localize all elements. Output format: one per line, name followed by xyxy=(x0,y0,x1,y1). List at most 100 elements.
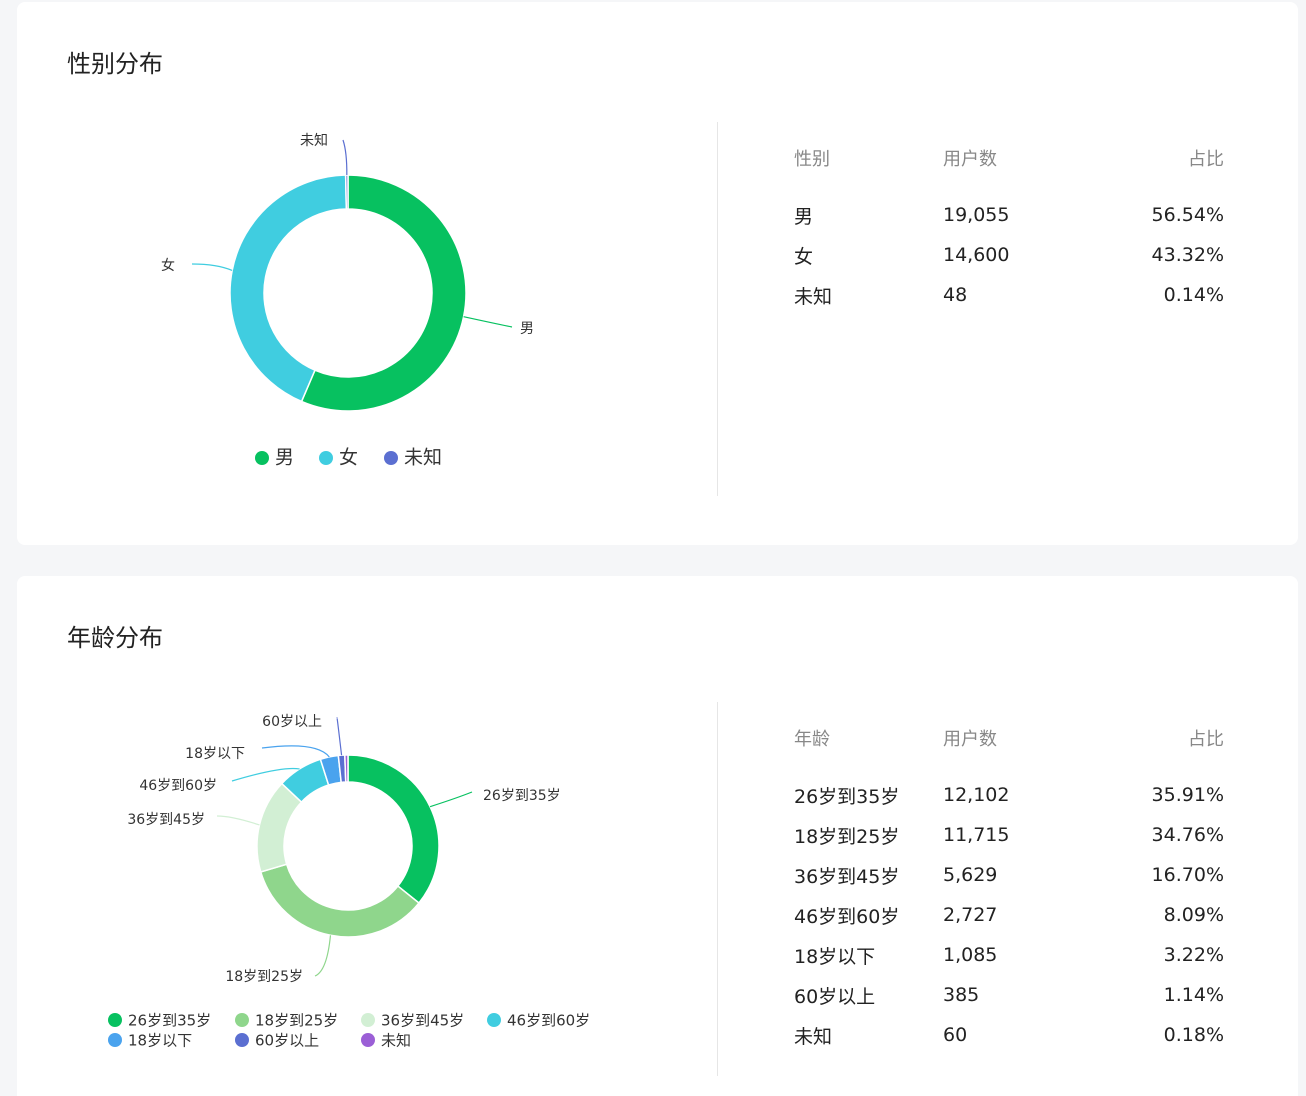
gender-header-label: 性别 xyxy=(794,149,830,170)
legend-dot-icon xyxy=(235,1013,249,1027)
slice-label-3: 46岁到60岁 xyxy=(139,778,217,794)
legend-item-0[interactable]: 男 xyxy=(255,446,294,468)
row-count: 12,102 xyxy=(943,784,1010,806)
row-label: 女 xyxy=(794,245,814,268)
row-count: 60 xyxy=(943,1024,968,1046)
leader-line-1 xyxy=(191,263,233,272)
age-table: 年龄 用户数 占比 26岁到35岁 12,102 35.91% 18岁到25岁 … xyxy=(794,718,1224,1055)
legend-label: 60岁以上 xyxy=(255,1031,319,1049)
donut-slice-1[interactable] xyxy=(229,174,348,403)
legend-dot-icon xyxy=(108,1013,122,1027)
gender-section-title: 性别分布 xyxy=(67,50,163,78)
gender-table: 性别 用户数 占比 男 19,055 56.54% 女 14,600 43.32… xyxy=(794,138,1224,315)
row-label: 18岁以下 xyxy=(794,945,876,968)
legend-label: 未知 xyxy=(404,446,442,468)
legend-label: 36岁到45岁 xyxy=(381,1011,464,1029)
row-pct: 35.91% xyxy=(1151,784,1224,806)
age-header-label: 年龄 xyxy=(794,729,830,750)
table-row: 男 19,055 56.54% xyxy=(794,195,1224,235)
age-card: 年龄分布 26岁到35岁 18岁到25岁 36岁到45岁 46岁到60岁 18岁以下 60… xyxy=(17,576,1298,1096)
table-row: 26岁到35岁 12,102 35.91% xyxy=(794,775,1224,815)
row-count: 1,085 xyxy=(943,944,998,966)
row-label: 26岁到35岁 xyxy=(794,785,900,808)
table-row: 18岁以下 1,085 3.22% xyxy=(794,935,1224,975)
row-count: 19,055 xyxy=(943,204,1010,226)
legend-dot-icon xyxy=(384,451,398,465)
leader-line-5 xyxy=(336,717,343,756)
row-label: 未知 xyxy=(794,285,833,308)
table-row: 36岁到45岁 5,629 16.70% xyxy=(794,855,1224,895)
row-count: 11,715 xyxy=(943,824,1010,846)
legend-label: 18岁以下 xyxy=(128,1031,192,1049)
age-donut-chart: 26岁到35岁 18岁到25岁 36岁到45岁 46岁到60岁 18岁以下 60岁以上 2… xyxy=(108,714,590,1049)
legend-dot-icon xyxy=(361,1033,375,1047)
legend-label: 女 xyxy=(339,446,358,468)
age-table-header: 年龄 用户数 占比 xyxy=(794,718,1224,758)
legend-dot-icon xyxy=(108,1033,122,1047)
legend-item-0[interactable]: 26岁到35岁 xyxy=(108,1011,211,1029)
legend-item-3[interactable]: 46岁到60岁 xyxy=(487,1011,590,1029)
legend-dot-icon xyxy=(235,1033,249,1047)
slice-label-1: 18岁到25岁 xyxy=(225,969,303,985)
legend-dot-icon xyxy=(487,1013,501,1027)
gender-header-pct: 占比 xyxy=(1188,149,1224,170)
legend-item-2[interactable]: 36岁到45岁 xyxy=(361,1011,464,1029)
row-pct: 16.70% xyxy=(1151,864,1224,886)
table-row: 女 14,600 43.32% xyxy=(794,235,1224,275)
legend-item-5[interactable]: 60岁以上 xyxy=(235,1031,319,1049)
row-label: 未知 xyxy=(794,1025,833,1048)
donut-slice-2[interactable] xyxy=(344,174,349,210)
legend-item-2[interactable]: 未知 xyxy=(384,446,442,468)
donut-slice-0[interactable] xyxy=(300,174,467,412)
age-header-count: 用户数 xyxy=(943,729,997,750)
slice-label-1: 女 xyxy=(161,257,175,274)
table-row: 46岁到60岁 2,727 8.09% xyxy=(794,895,1224,935)
leader-line-4 xyxy=(261,745,330,758)
leader-line-0 xyxy=(463,316,513,328)
row-pct: 1.14% xyxy=(1163,984,1224,1006)
row-pct: 43.32% xyxy=(1151,244,1224,266)
legend-item-4[interactable]: 18岁以下 xyxy=(108,1031,192,1049)
age-divider xyxy=(717,702,718,1076)
slice-label-5: 60岁以上 xyxy=(262,714,322,730)
leader-line-3 xyxy=(231,767,300,782)
row-count: 385 xyxy=(943,984,980,1006)
slice-label-0: 男 xyxy=(520,321,534,337)
donut-slice-1[interactable] xyxy=(259,863,420,938)
table-row: 18岁到25岁 11,715 34.76% xyxy=(794,815,1224,855)
gender-divider xyxy=(717,122,718,496)
row-pct: 3.22% xyxy=(1163,944,1224,966)
slice-label-2: 36岁到45岁 xyxy=(127,812,205,828)
gender-header-count: 用户数 xyxy=(943,149,997,170)
row-pct: 0.14% xyxy=(1163,284,1224,306)
row-pct: 56.54% xyxy=(1151,204,1224,226)
legend-item-1[interactable]: 18岁到25岁 xyxy=(235,1011,338,1029)
legend-item-6[interactable]: 未知 xyxy=(361,1031,411,1049)
slice-label-2: 未知 xyxy=(300,132,328,149)
legend-label: 26岁到35岁 xyxy=(128,1011,211,1029)
legend-item-1[interactable]: 女 xyxy=(319,446,358,468)
gender-card: 性别分布 男女未知 男女未知 性别 用户数 占比 男 19,055 56.54%… xyxy=(17,2,1298,545)
table-row: 未知 60 0.18% xyxy=(794,1015,1224,1055)
row-pct: 0.18% xyxy=(1163,1024,1224,1046)
donut-slice-0[interactable] xyxy=(347,754,440,905)
row-label: 36岁到45岁 xyxy=(794,865,900,888)
slice-label-4: 18岁以下 xyxy=(185,746,245,762)
legend-dot-icon xyxy=(255,451,269,465)
donut-slice-6[interactable] xyxy=(344,754,349,783)
leader-line-0 xyxy=(429,791,473,808)
table-row: 未知 48 0.14% xyxy=(794,275,1224,315)
row-label: 男 xyxy=(794,205,814,228)
row-pct: 34.76% xyxy=(1151,824,1224,846)
row-pct: 8.09% xyxy=(1163,904,1224,926)
legend-label: 46岁到60岁 xyxy=(507,1011,590,1029)
row-label: 46岁到60岁 xyxy=(794,905,900,928)
leader-line-2 xyxy=(342,139,348,176)
row-count: 2,727 xyxy=(943,904,998,926)
row-label: 18岁到25岁 xyxy=(794,825,900,848)
legend-label: 未知 xyxy=(381,1031,411,1049)
row-count: 14,600 xyxy=(943,244,1010,266)
legend-dot-icon xyxy=(319,451,333,465)
legend-label: 男 xyxy=(275,446,294,468)
gender-table-header: 性别 用户数 占比 xyxy=(794,138,1224,178)
